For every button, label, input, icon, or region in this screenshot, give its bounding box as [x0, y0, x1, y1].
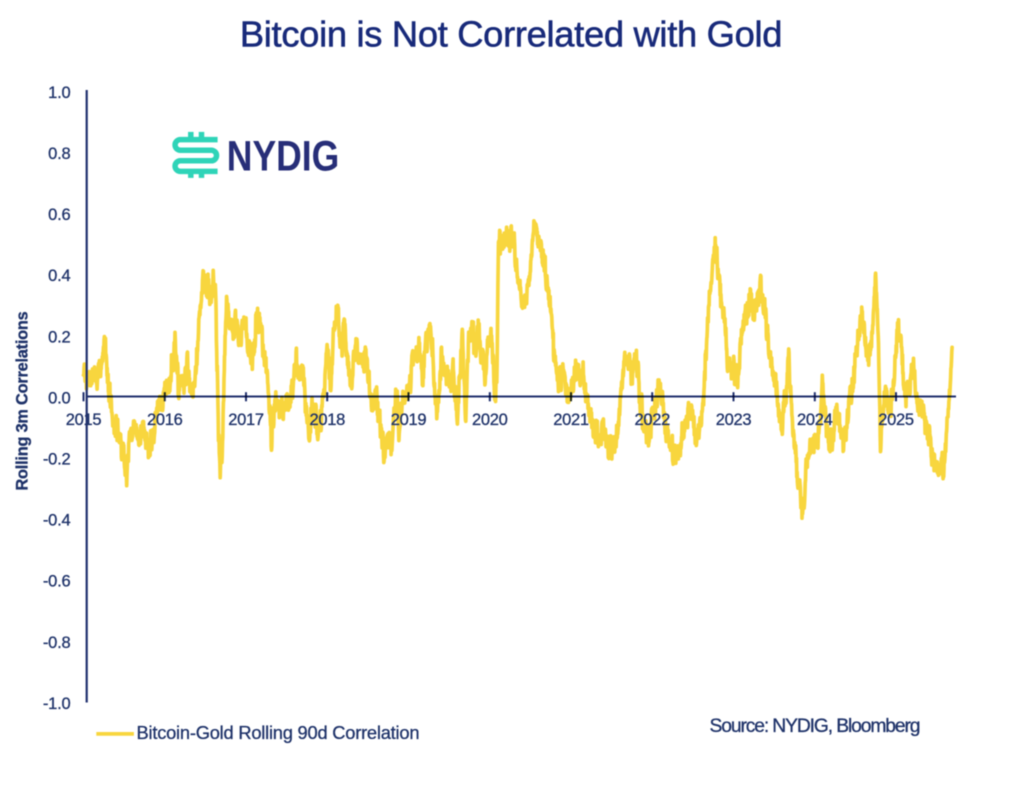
svg-text:-0.8: -0.8: [43, 634, 71, 652]
svg-text:-1.0: -1.0: [43, 695, 71, 713]
svg-text:NYDIG: NYDIG: [227, 134, 339, 181]
svg-text:2015: 2015: [66, 411, 102, 429]
svg-text:0.4: 0.4: [48, 267, 70, 285]
svg-text:2025: 2025: [878, 411, 914, 429]
svg-text:0.0: 0.0: [48, 389, 70, 407]
svg-text:2018: 2018: [309, 411, 345, 429]
svg-text:Source: NYDIG, Bloomberg: Source: NYDIG, Bloomberg: [710, 716, 921, 737]
svg-text:0.8: 0.8: [48, 145, 70, 163]
svg-text:2020: 2020: [472, 411, 508, 429]
svg-text:Bitcoin is Not Correlated with: Bitcoin is Not Correlated with Gold: [240, 14, 782, 55]
svg-text:2019: 2019: [391, 411, 427, 429]
svg-text:0.2: 0.2: [48, 328, 70, 346]
svg-text:1.0: 1.0: [48, 84, 70, 102]
svg-text:2023: 2023: [716, 411, 752, 429]
svg-text:0.6: 0.6: [48, 206, 70, 224]
svg-text:-0.4: -0.4: [43, 512, 71, 530]
svg-text:2017: 2017: [228, 411, 264, 429]
svg-text:Rolling 3m Correlations: Rolling 3m Correlations: [14, 311, 32, 490]
svg-text:2016: 2016: [147, 411, 183, 429]
svg-text:Bitcoin-Gold Rolling 90d Corre: Bitcoin-Gold Rolling 90d Correlation: [137, 722, 420, 743]
svg-text:2021: 2021: [553, 411, 589, 429]
svg-text:2024: 2024: [797, 411, 833, 429]
svg-text:2022: 2022: [634, 411, 670, 429]
svg-text:-0.6: -0.6: [43, 573, 71, 591]
svg-text:-0.2: -0.2: [43, 451, 71, 469]
